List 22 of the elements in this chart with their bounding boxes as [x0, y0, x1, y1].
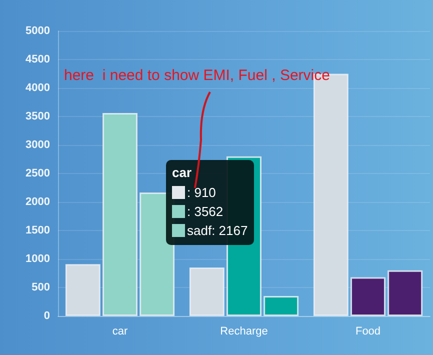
y-tick-label: 500 [32, 282, 50, 294]
legend-label: sadf [187, 223, 212, 238]
x-tick-label: Food [355, 326, 381, 338]
annotation: car [172, 165, 193, 180]
y-tick-label: 2000 [26, 196, 50, 208]
y-tick-label: 2500 [26, 168, 50, 180]
x-tick-label: Recharge [220, 326, 268, 338]
annotation: : 2167 [212, 223, 248, 238]
y-tick-label: 1000 [26, 253, 50, 265]
y-tick-label: 4500 [26, 54, 50, 66]
y-tick-label: 5000 [26, 25, 50, 37]
y-tick-label: 4000 [26, 82, 50, 94]
y-tick-label: 0 [44, 310, 50, 322]
annotation: : 3562 [187, 204, 224, 219]
y-tick-label: 3500 [26, 110, 50, 122]
annotation: : 910 [187, 185, 216, 200]
y-tick-label: 1500 [26, 224, 50, 236]
bar [65, 264, 100, 316]
bar [189, 268, 224, 316]
x-tick-label: car [112, 326, 128, 338]
y-tick-label: 3000 [26, 139, 50, 151]
annotation: here i need to show EMI, Fuel , Service [64, 67, 330, 84]
